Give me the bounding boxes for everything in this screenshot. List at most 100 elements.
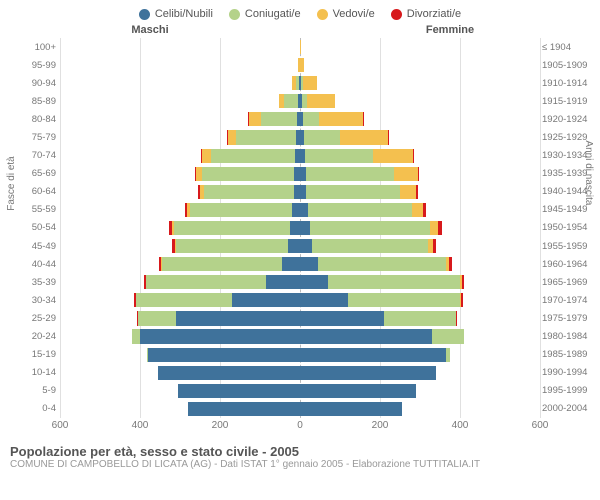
bar-male (60, 329, 300, 343)
legend-swatch (317, 9, 328, 20)
birth-year-label: 1925-1929 (542, 132, 596, 143)
bar-segment (162, 257, 282, 271)
birth-year-label: 1985-1989 (542, 349, 596, 360)
gender-labels: Maschi Femmine (0, 24, 600, 38)
pyramid-row: 0-42000-2004 (60, 400, 540, 418)
age-label: 95-99 (20, 60, 56, 71)
age-label: 70-74 (20, 150, 56, 161)
bar-segment (461, 293, 463, 307)
bar-male (60, 221, 300, 235)
footer: Popolazione per età, sesso e stato civil… (0, 438, 600, 470)
bar-segment (140, 329, 300, 343)
birth-year-label: 1930-1934 (542, 150, 596, 161)
birth-year-label: 1905-1909 (542, 60, 596, 71)
birth-year-label: 1980-1984 (542, 331, 596, 342)
bar-male (60, 257, 300, 271)
birth-year-label: 1915-1919 (542, 96, 596, 107)
bar-segment (394, 167, 418, 181)
bar-segment (449, 257, 452, 271)
legend-item: Coniugati/e (229, 8, 301, 20)
bar-male (60, 167, 300, 181)
bar-segment (300, 402, 402, 416)
bar-segment (412, 203, 423, 217)
bar-female (300, 402, 540, 416)
bar-segment (261, 112, 297, 126)
bar-male (60, 130, 300, 144)
x-tick-label: 200 (372, 420, 389, 431)
birth-year-label: 2000-2004 (542, 403, 596, 414)
bar-female (300, 239, 540, 253)
bar-segment (228, 130, 236, 144)
legend-swatch (139, 9, 150, 20)
bar-male (60, 149, 300, 163)
bar-segment (388, 130, 389, 144)
bar-segment (423, 203, 425, 217)
x-tick-label: 200 (212, 420, 229, 431)
y-axis-left-title: Fasce di età (6, 156, 17, 210)
age-label: 40-44 (20, 259, 56, 270)
bar-segment (236, 130, 296, 144)
legend-label: Coniugati/e (245, 8, 301, 20)
bar-male (60, 203, 300, 217)
bar-segment (384, 311, 456, 325)
birth-year-label: ≤ 1904 (542, 42, 596, 53)
bar-male (60, 40, 300, 54)
bar-segment (300, 366, 436, 380)
bar-segment (136, 293, 232, 307)
age-label: 55-59 (20, 204, 56, 215)
bar-segment (202, 149, 211, 163)
birth-year-label: 1955-1959 (542, 241, 596, 252)
pyramid-row: 20-241980-1984 (60, 328, 540, 346)
age-label: 35-39 (20, 277, 56, 288)
birth-year-label: 1945-1949 (542, 204, 596, 215)
birth-year-label: 1910-1914 (542, 78, 596, 89)
bar-segment (146, 275, 266, 289)
pyramid-row: 25-291975-1979 (60, 309, 540, 327)
bar-segment (305, 149, 373, 163)
bar-segment (430, 221, 438, 235)
pyramid-rows: 100+≤ 190495-991905-190990-941910-191485… (60, 38, 540, 418)
bar-segment (438, 221, 442, 235)
legend-label: Divorziati/e (407, 8, 461, 20)
plot: 100+≤ 190495-991905-190990-941910-191485… (60, 38, 540, 418)
birth-year-label: 1935-1939 (542, 168, 596, 179)
bar-female (300, 149, 540, 163)
pyramid-row: 40-441960-1964 (60, 255, 540, 273)
pyramid-row: 75-791925-1929 (60, 128, 540, 146)
bar-male (60, 366, 300, 380)
bar-segment (138, 311, 176, 325)
pyramid-row: 50-541950-1954 (60, 219, 540, 237)
pyramid-row: 10-141990-1994 (60, 364, 540, 382)
bar-segment (462, 275, 464, 289)
bar-male (60, 348, 300, 362)
bar-female (300, 130, 540, 144)
pyramid-row: 70-741930-1934 (60, 147, 540, 165)
x-tick-label: 400 (132, 420, 149, 431)
age-label: 20-24 (20, 331, 56, 342)
bar-segment (304, 130, 340, 144)
bar-female (300, 275, 540, 289)
age-label: 30-34 (20, 295, 56, 306)
birth-year-label: 1975-1979 (542, 313, 596, 324)
bar-female (300, 221, 540, 235)
bar-segment (284, 94, 298, 108)
bar-male (60, 94, 300, 108)
pyramid-row: 55-591945-1949 (60, 201, 540, 219)
bar-segment (300, 329, 432, 343)
bar-segment (176, 311, 300, 325)
bar-segment (446, 348, 450, 362)
bar-segment (188, 402, 300, 416)
chart-title: Popolazione per età, sesso e stato civil… (10, 444, 590, 459)
birth-year-label: 1940-1944 (542, 186, 596, 197)
pyramid-row: 15-191985-1989 (60, 346, 540, 364)
bar-segment (266, 275, 300, 289)
pyramid-row: 30-341970-1974 (60, 291, 540, 309)
legend-swatch (229, 9, 240, 20)
pyramid-row: 95-991905-1909 (60, 56, 540, 74)
bar-female (300, 366, 540, 380)
bar-segment (312, 239, 428, 253)
bar-female (300, 94, 540, 108)
bar-segment (348, 293, 460, 307)
bar-male (60, 58, 300, 72)
bar-male (60, 239, 300, 253)
